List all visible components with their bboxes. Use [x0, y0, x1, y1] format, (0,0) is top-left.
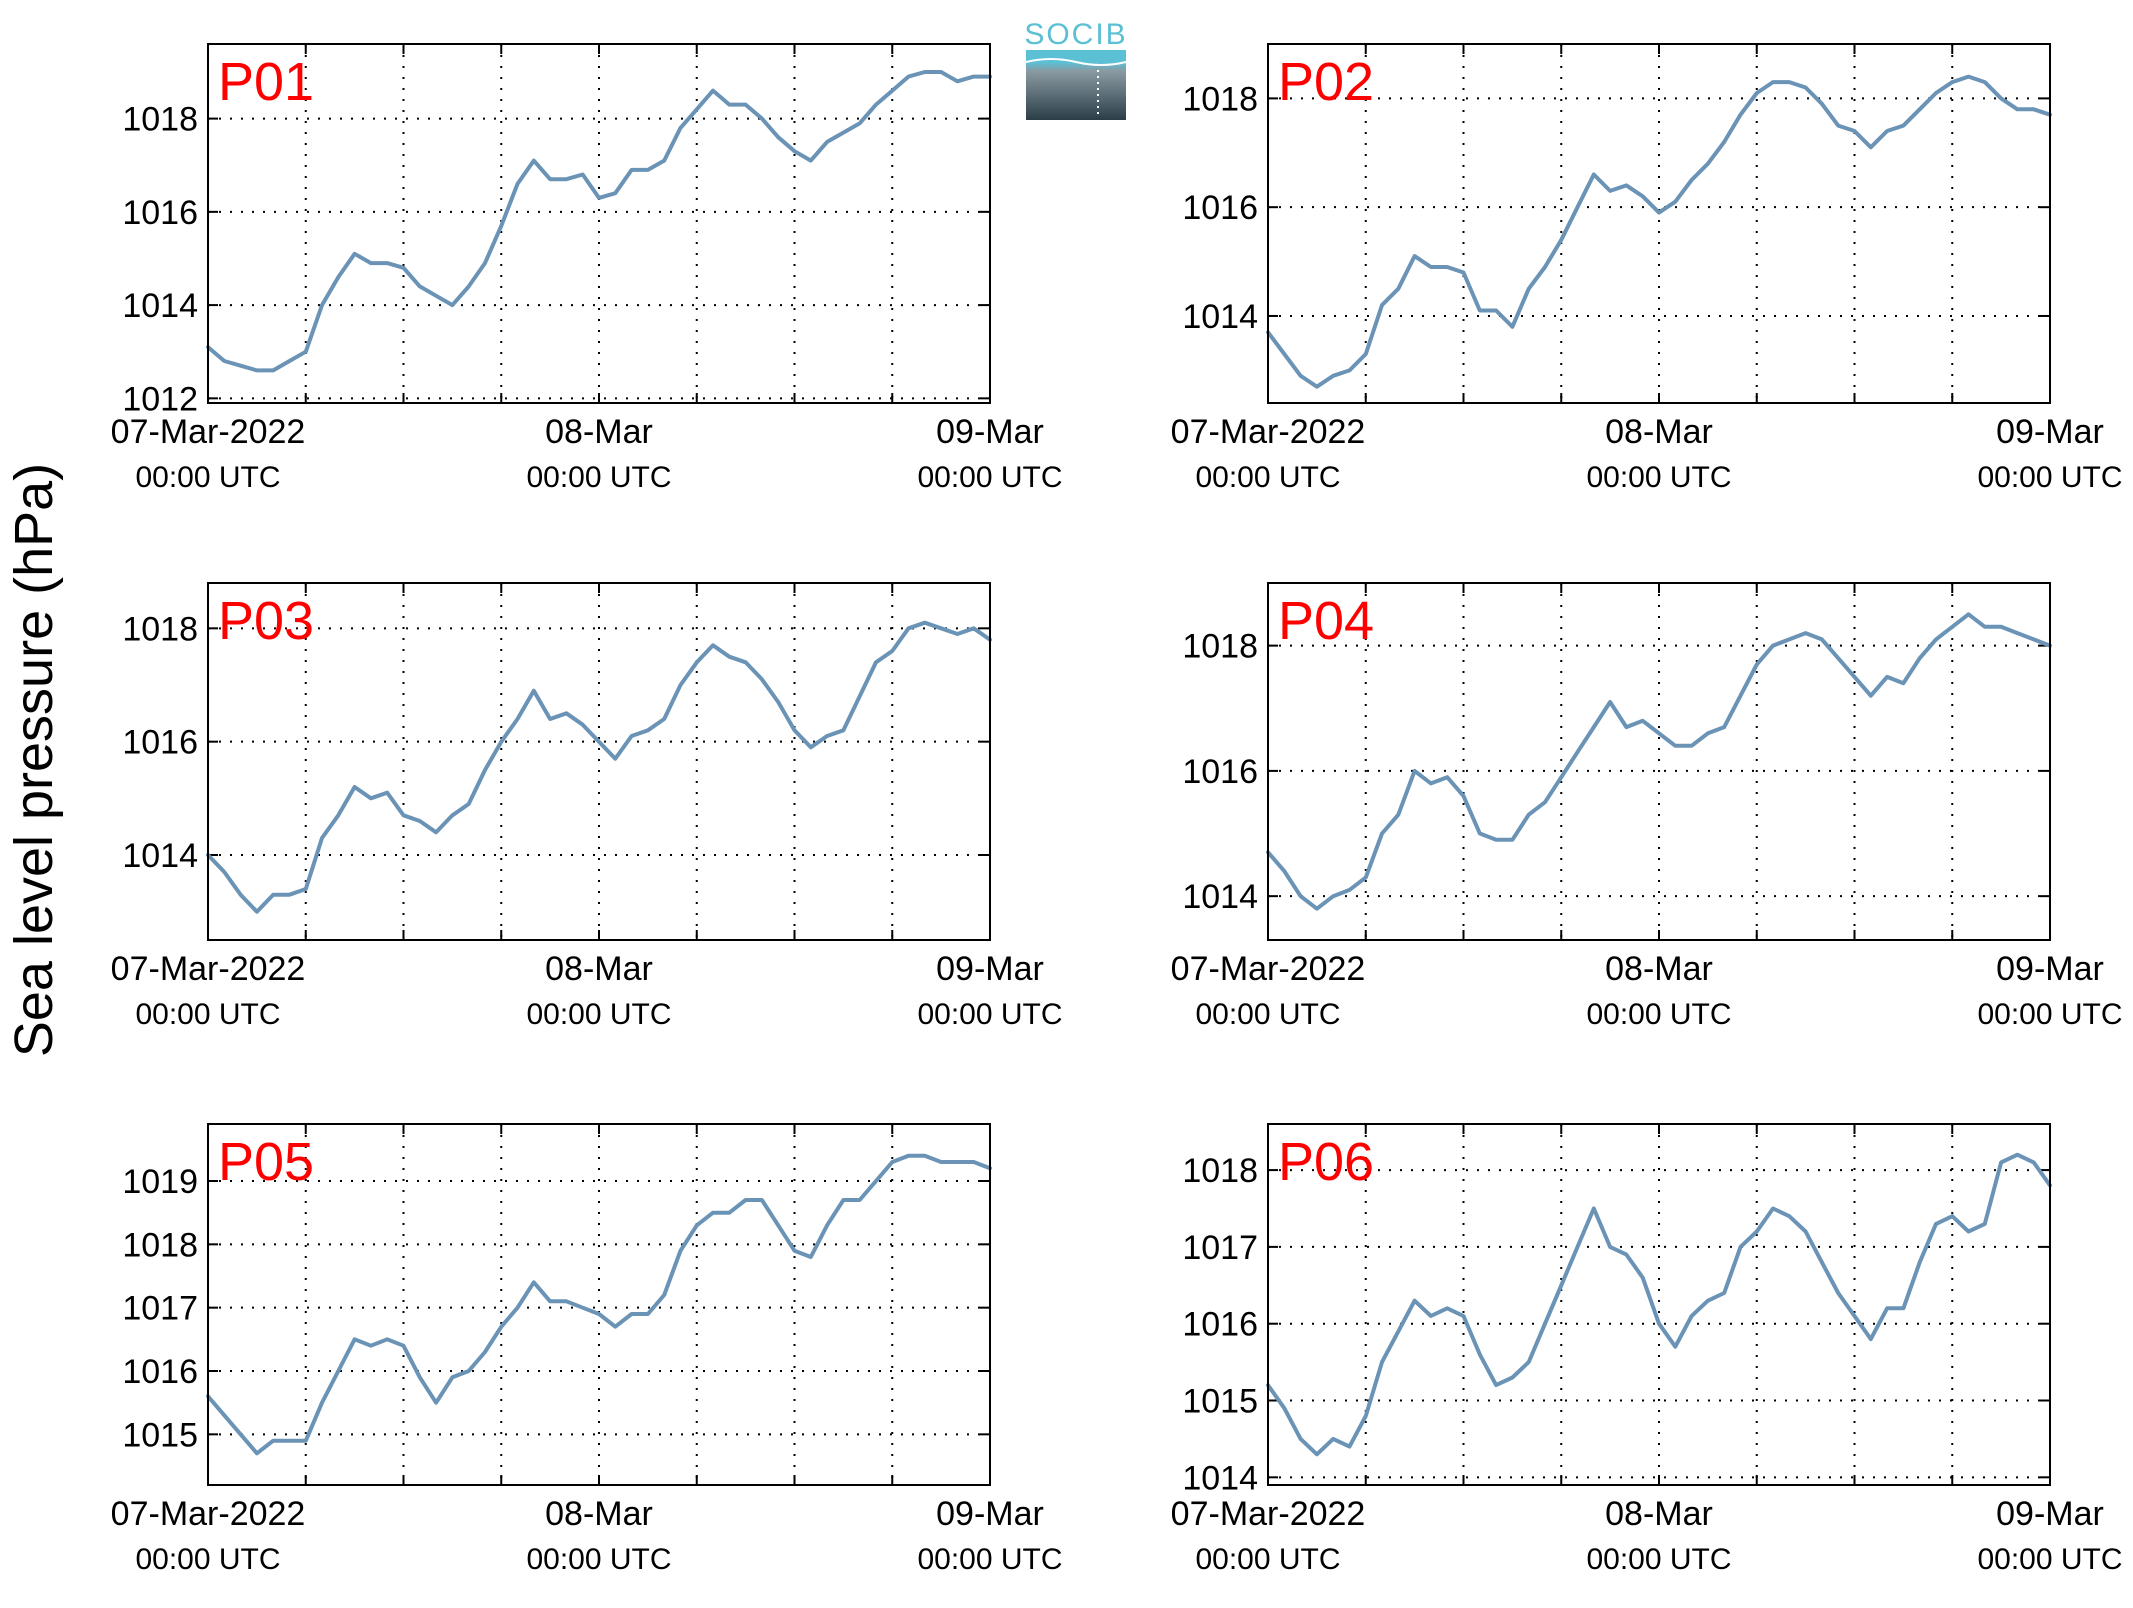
y-tick-label: 1016	[1182, 753, 1258, 791]
y-tick-label: 1018	[122, 610, 198, 648]
logo-mark	[1026, 50, 1126, 120]
x-tick-label-date: 07-Mar-2022	[1171, 950, 1366, 988]
x-tick-label-time: 00:00 UTC	[526, 461, 671, 494]
panel-label: P01	[218, 52, 314, 112]
y-tick-label: 1016	[122, 194, 198, 232]
y-tick-label: 1014	[1182, 1459, 1258, 1497]
x-tick-label-date: 09-Mar	[936, 413, 1044, 451]
panel-p01: 1012 1014 1016 1018 07-Mar-2022 00:00 UTC 08-M…	[111, 43, 1063, 494]
y-tick-label: 1018	[122, 101, 198, 139]
y-tick-label: 1016	[1182, 189, 1258, 227]
x-tick-label-date: 07-Mar-2022	[111, 1495, 306, 1533]
series-line	[206, 620, 992, 914]
x-tick-label-date: 09-Mar	[1996, 1495, 2104, 1533]
x-tick-label-time: 00:00 UTC	[135, 1543, 280, 1576]
x-tick-label-time: 00:00 UTC	[1977, 461, 2122, 494]
y-tick-label: 1016	[122, 1353, 198, 1391]
x-tick-label-time: 00:00 UTC	[1586, 1543, 1731, 1576]
y-tick-label: 1017	[1182, 1229, 1258, 1267]
panel-p04: 1014 1016 1018 07-Mar-2022 00:00 UTC 08-Mar 00…	[1171, 582, 2123, 1031]
plot-frame	[1267, 43, 2051, 404]
x-tick-label-time: 00:00 UTC	[1586, 461, 1731, 494]
x-tick-label-time: 00:00 UTC	[917, 461, 1062, 494]
y-tick-label: 1014	[1182, 298, 1258, 336]
x-tick-label-time: 00:00 UTC	[135, 998, 280, 1031]
x-tick-label-time: 00:00 UTC	[1977, 1543, 2122, 1576]
y-tick-label: 1012	[122, 380, 198, 418]
y-tick-label: 1015	[1182, 1383, 1258, 1421]
panels: 1012 1014 1016 1018 07-Mar-2022 00:00 UTC 08-M…	[111, 43, 2123, 1576]
series-line	[206, 70, 992, 373]
x-tick-label-date: 08-Mar	[1605, 1495, 1713, 1533]
series-line	[206, 1153, 992, 1456]
series-line	[1266, 74, 2052, 389]
x-tick-label-time: 00:00 UTC	[1195, 461, 1340, 494]
x-tick-label-date: 09-Mar	[1996, 950, 2104, 988]
logo: SOCIB	[1024, 18, 1127, 120]
panel-p02: 1014 1016 1018 07-Mar-2022 00:00 UTC 08-Mar 00…	[1171, 43, 2123, 494]
x-tick-label-time: 00:00 UTC	[1195, 998, 1340, 1031]
x-tick-label-date: 08-Mar	[1605, 950, 1713, 988]
y-tick-label: 1018	[1182, 1152, 1258, 1190]
x-tick-label-date: 09-Mar	[936, 1495, 1044, 1533]
y-tick-label: 1015	[122, 1416, 198, 1454]
panel-p06: 1014 1015 1016 1017 1018 07-Mar-2022 00:00 UTC…	[1171, 1123, 2123, 1576]
y-tick-label: 1019	[122, 1163, 198, 1201]
plot-frame	[207, 43, 991, 404]
panel-label: P06	[1278, 1132, 1374, 1192]
x-tick-label-date: 09-Mar	[936, 950, 1044, 988]
panel-label: P05	[218, 1132, 314, 1192]
plot-frame	[1267, 1123, 2051, 1486]
x-tick-label-time: 00:00 UTC	[1586, 998, 1731, 1031]
y-tick-label: 1018	[1182, 80, 1258, 118]
y-tick-label: 1017	[122, 1290, 198, 1328]
x-tick-label-time: 00:00 UTC	[135, 461, 280, 494]
x-tick-label-date: 09-Mar	[1996, 413, 2104, 451]
x-tick-label-time: 00:00 UTC	[917, 998, 1062, 1031]
x-tick-label-date: 07-Mar-2022	[1171, 413, 1366, 451]
x-tick-label-date: 08-Mar	[545, 950, 653, 988]
x-tick-label-date: 07-Mar-2022	[1171, 1495, 1366, 1533]
y-tick-label: 1018	[122, 1226, 198, 1264]
panel-label: P03	[218, 591, 314, 651]
x-tick-label-date: 08-Mar	[545, 1495, 653, 1533]
y-tick-label: 1018	[1182, 628, 1258, 666]
logo-wave	[1025, 58, 1127, 66]
x-tick-label-time: 00:00 UTC	[526, 998, 671, 1031]
x-tick-label-date: 08-Mar	[545, 413, 653, 451]
series-line	[1266, 1152, 2052, 1457]
x-tick-label-time: 00:00 UTC	[1977, 998, 2122, 1031]
plot-frame	[207, 1123, 991, 1486]
x-tick-label-date: 07-Mar-2022	[111, 950, 306, 988]
panel-label: P02	[1278, 52, 1374, 112]
plot-frame	[207, 582, 991, 941]
x-tick-label-date: 07-Mar-2022	[111, 413, 306, 451]
y-tick-label: 1014	[1182, 878, 1258, 916]
x-tick-label-time: 00:00 UTC	[1195, 1543, 1340, 1576]
panel-label: P04	[1278, 591, 1374, 651]
series-line	[1266, 612, 2052, 911]
y-tick-label: 1016	[1182, 1306, 1258, 1344]
x-tick-label-time: 00:00 UTC	[917, 1543, 1062, 1576]
x-tick-label-date: 08-Mar	[1605, 413, 1713, 451]
panel-p05: 1015 1016 1017 1018 1019 07-Mar-2022 00:00 UTC…	[111, 1123, 1063, 1576]
x-tick-label-time: 00:00 UTC	[526, 1543, 671, 1576]
logo-text: SOCIB	[1024, 18, 1127, 51]
y-tick-label: 1014	[122, 837, 198, 875]
y-tick-label: 1016	[122, 724, 198, 762]
y-axis-label: Sea level pressure (hPa)	[4, 463, 64, 1057]
plot-frame	[1267, 582, 2051, 941]
panel-p03: 1014 1016 1018 07-Mar-2022 00:00 UTC 08-Mar 00…	[111, 582, 1063, 1031]
y-tick-label: 1014	[122, 287, 198, 325]
